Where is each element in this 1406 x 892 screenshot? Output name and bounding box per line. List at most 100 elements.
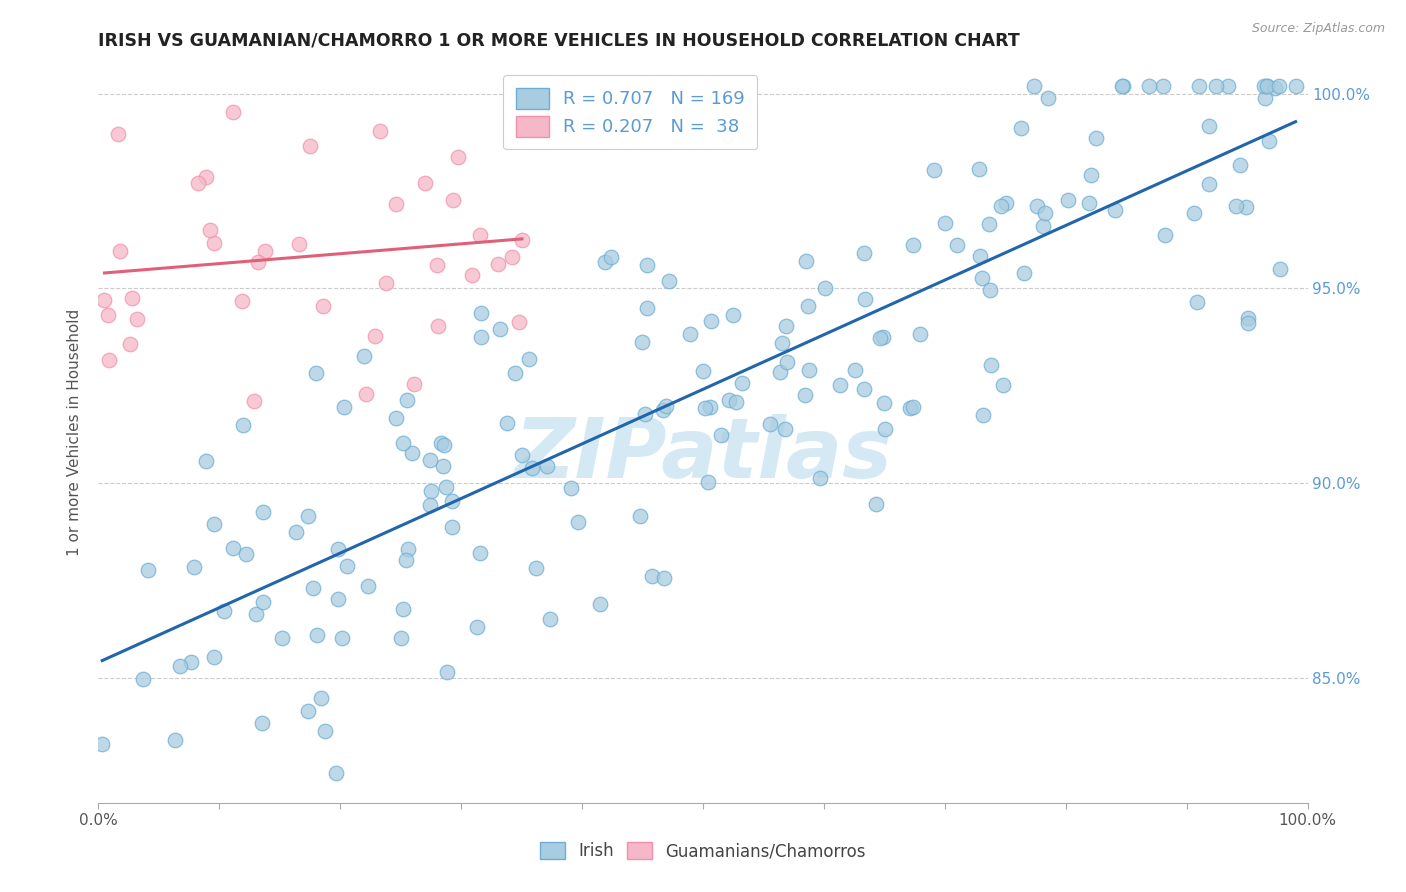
Point — [121, 291, 143, 305]
Point — [389, 631, 412, 645]
Point — [461, 268, 484, 282]
Point — [898, 401, 921, 415]
Point — [91, 737, 114, 751]
Point — [813, 281, 835, 295]
Point — [567, 515, 589, 529]
Point — [908, 327, 931, 342]
Point — [692, 364, 714, 378]
Point — [427, 318, 450, 333]
Point — [325, 766, 347, 780]
Point — [441, 193, 464, 207]
Point — [1153, 228, 1175, 243]
Point — [212, 604, 235, 618]
Point — [468, 546, 491, 560]
Point — [1085, 131, 1108, 145]
Point — [392, 436, 415, 450]
Point — [696, 475, 718, 489]
Point — [245, 607, 267, 621]
Point — [183, 560, 205, 574]
Point — [1012, 266, 1035, 280]
Point — [775, 318, 797, 333]
Point — [865, 497, 887, 511]
Point — [433, 438, 456, 452]
Point — [1256, 78, 1278, 93]
Point — [589, 597, 612, 611]
Point — [1187, 78, 1209, 93]
Point — [305, 366, 328, 380]
Point — [1137, 78, 1160, 93]
Point — [794, 253, 817, 268]
Point — [326, 542, 349, 557]
Point — [1264, 80, 1286, 95]
Point — [252, 505, 274, 519]
Point — [288, 236, 311, 251]
Point — [903, 400, 925, 414]
Point — [758, 417, 780, 431]
Point — [419, 499, 441, 513]
Point — [336, 558, 359, 573]
Point — [636, 301, 658, 316]
Point — [221, 105, 243, 120]
Point — [508, 315, 530, 329]
Point — [1198, 119, 1220, 133]
Point — [202, 516, 225, 531]
Point — [634, 407, 657, 421]
Point — [1268, 78, 1291, 93]
Point — [1234, 200, 1257, 214]
Point — [242, 393, 264, 408]
Point — [284, 524, 307, 539]
Point — [1111, 78, 1133, 93]
Point — [200, 223, 222, 237]
Point — [1036, 91, 1059, 105]
Point — [946, 238, 969, 252]
Point — [364, 328, 387, 343]
Point — [297, 508, 319, 523]
Point — [354, 386, 377, 401]
Point — [1035, 205, 1057, 219]
Point — [731, 376, 754, 390]
Point — [517, 352, 540, 367]
Point — [1253, 78, 1275, 93]
Point — [1104, 203, 1126, 218]
Point — [1080, 169, 1102, 183]
Point — [636, 259, 658, 273]
Point — [679, 326, 702, 341]
Point — [204, 236, 226, 251]
Point — [232, 418, 254, 433]
Point — [1032, 219, 1054, 234]
Point — [873, 422, 896, 436]
Point — [600, 250, 623, 264]
Point — [977, 218, 1000, 232]
Point — [118, 337, 141, 351]
Point — [794, 388, 817, 402]
Point — [560, 481, 582, 495]
Point — [333, 400, 356, 414]
Point — [1237, 316, 1260, 330]
Point — [1237, 311, 1260, 326]
Point — [695, 401, 717, 415]
Point — [468, 227, 491, 242]
Point — [132, 672, 155, 686]
Point — [375, 276, 398, 290]
Point — [520, 460, 543, 475]
Point — [655, 399, 678, 413]
Point — [395, 392, 418, 407]
Point — [993, 378, 1015, 392]
Text: Source: ZipAtlas.com: Source: ZipAtlas.com — [1251, 22, 1385, 36]
Point — [330, 631, 353, 645]
Point — [869, 331, 891, 345]
Point — [125, 311, 148, 326]
Point — [979, 283, 1001, 297]
Point — [1185, 294, 1208, 309]
Point — [252, 716, 274, 731]
Point — [1077, 196, 1099, 211]
Point — [385, 411, 408, 425]
Point — [180, 656, 202, 670]
Point — [1229, 158, 1251, 172]
Point — [1022, 78, 1045, 93]
Point — [995, 196, 1018, 211]
Point — [368, 124, 391, 138]
Point — [593, 255, 616, 269]
Point — [980, 358, 1002, 372]
Point — [432, 458, 454, 473]
